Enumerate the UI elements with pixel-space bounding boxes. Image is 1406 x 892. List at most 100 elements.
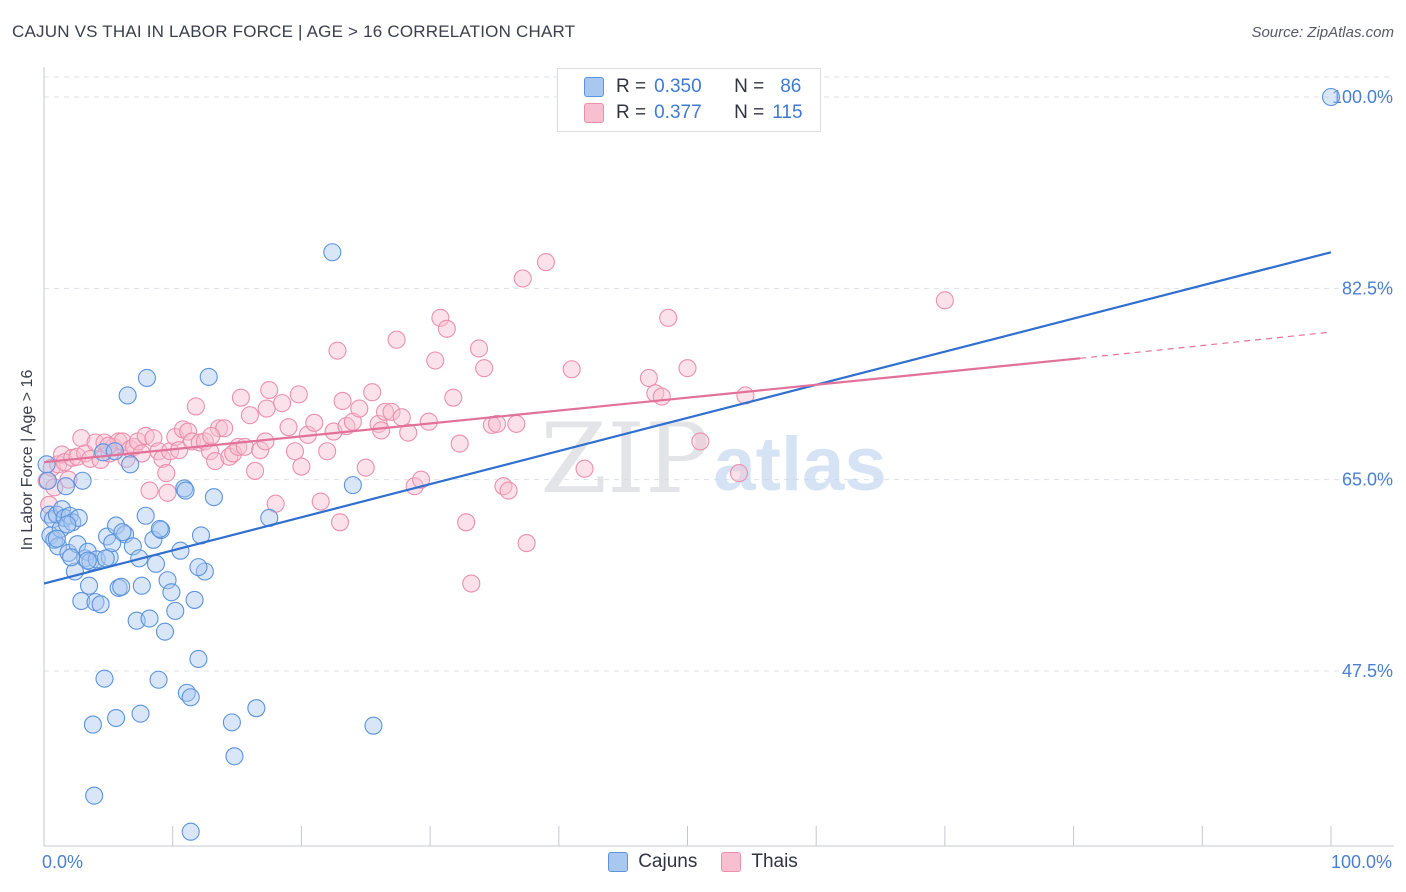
cajun-point-46 bbox=[144, 530, 163, 549]
cajun-point-47 bbox=[146, 554, 166, 573]
source-label: Source: ZipAtlas.com bbox=[1251, 24, 1394, 41]
thai-point-37 bbox=[186, 397, 205, 416]
cajun-point-19 bbox=[73, 471, 92, 490]
cajun-point-43 bbox=[132, 576, 151, 595]
cajun-point-52 bbox=[162, 583, 181, 602]
thai-point-48 bbox=[240, 406, 259, 425]
cajun-point-33 bbox=[105, 442, 124, 461]
trend-lines bbox=[43, 251, 1332, 585]
legend-item-thais[interactable]: Thais bbox=[721, 851, 798, 873]
y-tick-labels: 47.5% 65.0% 82.5% 100.0% bbox=[1332, 87, 1393, 681]
thai-point-66 bbox=[350, 399, 369, 418]
thai-point-101 bbox=[678, 359, 697, 378]
thai-point-57 bbox=[292, 457, 311, 476]
cajun-point-79 bbox=[61, 548, 81, 567]
y-tick-label-2: 82.5% bbox=[1342, 278, 1393, 298]
thai-point-82 bbox=[450, 434, 469, 453]
chart-title: CAJUN VS THAI IN LABOR FORCE | AGE > 16 … bbox=[12, 22, 576, 41]
cajun-point-17 bbox=[69, 508, 88, 527]
cajun-point-71 bbox=[176, 481, 195, 500]
x-tick-min: 0.0% bbox=[42, 852, 84, 872]
thai-point-91 bbox=[507, 414, 526, 433]
cajun-points bbox=[37, 87, 1341, 841]
cajun-point-59 bbox=[189, 649, 208, 669]
cajun-point-51 bbox=[158, 571, 177, 590]
thai-point-112 bbox=[202, 426, 221, 445]
cajun-point-64 bbox=[222, 713, 241, 732]
watermark-zip: ZIP bbox=[540, 403, 709, 515]
cajun-point-1 bbox=[38, 471, 57, 490]
thai-point-71 bbox=[382, 402, 401, 421]
cajun-point-84 bbox=[96, 549, 115, 568]
thai-point-100 bbox=[659, 308, 678, 327]
series-legend: Cajuns Thais bbox=[0, 851, 1406, 873]
thai-point-73 bbox=[392, 408, 411, 427]
thai-point-102 bbox=[691, 432, 710, 451]
thais-n-value: 115 bbox=[772, 102, 803, 123]
legend-thais-label: Thais bbox=[751, 851, 798, 872]
thai-point-74 bbox=[399, 423, 418, 442]
cajun-point-74 bbox=[107, 708, 126, 728]
cajun-point-83 bbox=[113, 523, 132, 542]
thai-point-85 bbox=[469, 339, 489, 358]
cajun-point-70 bbox=[364, 716, 383, 735]
thai-point-55 bbox=[279, 418, 298, 437]
thai-point-50 bbox=[251, 441, 270, 460]
thai-point-67 bbox=[356, 458, 375, 477]
thai-point-96 bbox=[575, 459, 594, 478]
cajun-point-53 bbox=[166, 601, 185, 620]
cajuns-n-label: N = bbox=[734, 76, 765, 97]
watermark-atlas: atlas bbox=[713, 422, 886, 507]
thai-point-68 bbox=[363, 383, 382, 402]
thai-point-113 bbox=[328, 341, 347, 360]
thai-point-60 bbox=[311, 492, 330, 511]
thai-point-63 bbox=[330, 513, 350, 532]
cajun-point-62 bbox=[199, 367, 218, 386]
cajun-point-58 bbox=[185, 590, 204, 609]
watermark: ZIP atlas bbox=[540, 403, 886, 515]
thai-point-93 bbox=[517, 534, 536, 553]
thai-points bbox=[37, 253, 954, 593]
thai-point-36 bbox=[182, 432, 202, 451]
cajun-point-78 bbox=[78, 551, 97, 570]
thai-point-51 bbox=[257, 399, 276, 418]
thai-point-26 bbox=[140, 481, 159, 500]
cajun-point-72 bbox=[150, 519, 169, 538]
thai-trend-extension bbox=[1079, 331, 1332, 359]
cajun-point-69 bbox=[343, 476, 362, 495]
cajun-point-48 bbox=[149, 670, 168, 689]
y-tick-label-3: 100.0% bbox=[1332, 87, 1393, 107]
thai-point-52 bbox=[260, 380, 279, 400]
cajuns-r-label: R = bbox=[616, 76, 647, 97]
cajun-point-24 bbox=[83, 715, 102, 734]
cajun-point-73 bbox=[137, 368, 157, 388]
cajun-point-11 bbox=[56, 477, 75, 496]
thai-point-90 bbox=[499, 481, 518, 500]
grid-lines bbox=[44, 76, 1394, 672]
thai-point-61 bbox=[318, 442, 337, 461]
thai-point-77 bbox=[419, 412, 438, 431]
thai-point-10 bbox=[72, 429, 91, 448]
legend-cajuns-swatch bbox=[608, 852, 629, 872]
thai-point-86 bbox=[475, 359, 494, 378]
cajuns-n-value: 86 bbox=[780, 76, 802, 97]
cajun-point-85 bbox=[1321, 87, 1341, 107]
thai-point-72 bbox=[387, 330, 406, 349]
cajun-point-38 bbox=[118, 386, 137, 405]
cajun-trend-line bbox=[43, 251, 1332, 585]
cajun-point-29 bbox=[95, 669, 114, 688]
thai-point-108 bbox=[289, 385, 308, 404]
thai-point-59 bbox=[305, 413, 324, 432]
legend-item-cajuns[interactable]: Cajuns bbox=[608, 851, 697, 873]
thai-point-105 bbox=[935, 291, 954, 310]
thai-point-106 bbox=[158, 483, 177, 502]
legend-cajuns-label: Cajuns bbox=[638, 851, 698, 872]
legend-thais-swatch bbox=[721, 852, 742, 872]
cajuns-r-value: 0.350 bbox=[654, 76, 702, 97]
cajun-point-27 bbox=[91, 595, 110, 614]
cajun-point-77 bbox=[181, 822, 200, 841]
thai-point-83 bbox=[457, 513, 476, 532]
thai-point-78 bbox=[426, 351, 445, 370]
thai-point-84 bbox=[462, 574, 481, 593]
